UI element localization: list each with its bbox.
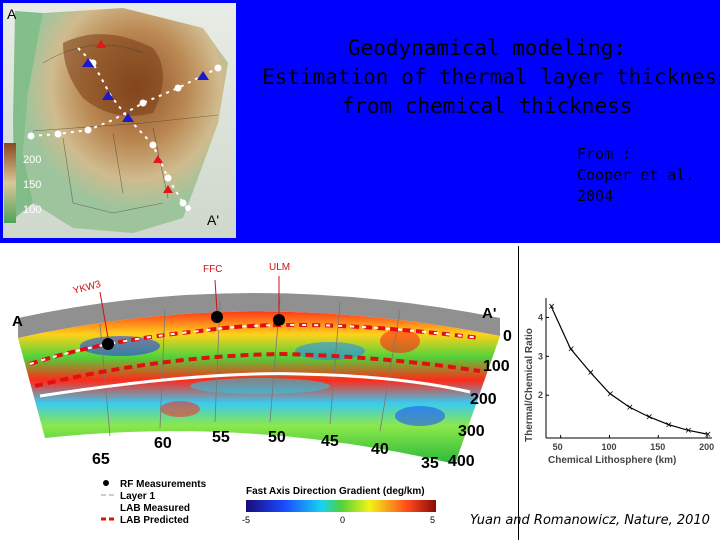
- station-arrows: [99, 276, 280, 339]
- scale-label-200: 200: [23, 154, 41, 166]
- shield-core: [63, 34, 163, 116]
- colorbar-tick-zero: 0: [340, 515, 345, 525]
- scale-label-100: 100: [23, 204, 41, 216]
- crust-layer: [18, 293, 500, 338]
- station-triangles: [82, 40, 209, 193]
- rf-marker-ykw3: [102, 338, 114, 350]
- ratio-plot-ticks: 50 100 150 200 2 3 4: [538, 312, 714, 452]
- cross-section-graphic: YKW3 FFC ULM A A' 0 100 200 300 400 65 6…: [12, 262, 512, 472]
- lab-predicted-lower: [34, 351, 481, 388]
- section-corner-a: A: [12, 313, 23, 330]
- ratio-xtick-label: 50: [553, 442, 563, 452]
- ratio-point: ×: [646, 413, 654, 423]
- reference-note: From : Cooper et al. 2004: [577, 144, 694, 207]
- thickness-scale-bar: [4, 143, 16, 223]
- ratio-point: ×: [587, 368, 595, 378]
- map-corner-a: A: [7, 6, 17, 22]
- map-corner-a-prime: A': [207, 212, 219, 228]
- west-coast-region: [13, 11, 43, 123]
- ratio-ytick-label: 4: [538, 312, 543, 322]
- colorbar-tick-min: -5: [242, 515, 250, 525]
- depth-label-200: 200: [470, 391, 497, 408]
- ratio-point: ×: [626, 403, 634, 413]
- legend-graphic: RF Measurements Layer 1 LAB Measured LAB…: [101, 479, 207, 526]
- profile-dots: [27, 59, 222, 211]
- ratio-xtick-label: 100: [601, 442, 616, 452]
- legend-lab-measured-label: LAB Measured: [120, 503, 190, 514]
- title-line-2: Estimation of thermal layer thickness: [262, 65, 720, 89]
- station-label-ykw3: YKW3: [72, 279, 103, 297]
- colorbar-title: Fast Axis Direction Gradient (deg/km): [246, 486, 425, 497]
- legend-layer1-label: Layer 1: [120, 491, 155, 502]
- reference-line-1: From :: [577, 145, 632, 163]
- colorbar-gradient: [246, 500, 436, 512]
- scale-label-150: 150: [23, 179, 41, 191]
- ratio-point: ×: [665, 420, 673, 430]
- ratio-point: ×: [704, 430, 712, 440]
- depth-label-0: 0: [503, 328, 512, 345]
- title-line-3: from chemical thickness: [341, 94, 633, 118]
- rf-marker-ulm: [273, 314, 285, 326]
- ratio-plot-graphic: 50 100 150 200 2 3 4 × × × × × × × × × Chemical Lithos…: [524, 298, 714, 466]
- depth-label-100: 100: [483, 358, 510, 375]
- depth-label-300: 300: [458, 423, 485, 440]
- lab-predicted-upper: [29, 322, 481, 366]
- lithosphere-thickness-map: 200 150 100 A A': [3, 3, 236, 238]
- reference-line-3: 2004: [577, 187, 614, 205]
- colorbar-graphic: Fast Axis Direction Gradient (deg/km) -5…: [242, 486, 436, 525]
- colorbar: Fast Axis Direction Gradient (deg/km) -5…: [238, 476, 448, 526]
- ratio-plot-xlabel: Chemical Lithosphere (km): [548, 455, 676, 466]
- ratio-ytick-label: 3: [538, 351, 543, 361]
- lon-label-65: 65: [92, 451, 110, 468]
- lon-label-50: 50: [268, 429, 286, 446]
- lon-label-40: 40: [371, 441, 389, 458]
- ratio-plot: 50 100 150 200 2 3 4 × × × × × × × × × Chemical Lithos…: [514, 292, 720, 472]
- ratio-point: ×: [685, 426, 693, 436]
- lon-label-45: 45: [321, 433, 339, 450]
- boundary-lines: [32, 44, 219, 214]
- lon-label-35: 35: [421, 455, 439, 472]
- cross-section-panel: YKW3 FFC ULM A A' 0 100 200 300 400 65 6…: [0, 246, 518, 540]
- title-line-1: Geodynamical modeling:: [347, 36, 627, 60]
- reference-line-2: Cooper et al.: [577, 166, 695, 184]
- legend-rf-symbol: [103, 480, 109, 486]
- ratio-point: ×: [567, 345, 575, 355]
- map-graphic: 200 150 100 A A': [3, 3, 236, 238]
- station-label-ulm: ULM: [269, 262, 290, 273]
- slide-title: Geodynamical modeling: Estimation of the…: [262, 34, 720, 121]
- rf-marker-ffc: [211, 311, 223, 323]
- lon-label-60: 60: [154, 435, 172, 452]
- ratio-curve: [550, 305, 708, 435]
- section-corner-a-prime: A': [482, 305, 496, 322]
- station-label-ffc: FFC: [203, 264, 222, 275]
- ratio-plot-ylabel: Thermal/Chemical Ratio: [524, 328, 535, 442]
- depth-label-400: 400: [448, 453, 475, 470]
- legend-lab-predicted-label: LAB Predicted: [120, 515, 189, 526]
- ratio-xtick-label: 200: [699, 442, 714, 452]
- lon-label-55: 55: [212, 429, 230, 446]
- lab-measured-line: [39, 372, 471, 398]
- colorbar-tick-max: 5: [430, 515, 435, 525]
- figure-citation: Yuan and Romanowicz, Nature, 2010: [470, 513, 710, 528]
- ratio-point: ×: [548, 302, 556, 312]
- ratio-xtick-label: 150: [650, 442, 665, 452]
- legend-rf-label: RF Measurements: [120, 479, 207, 490]
- ratio-point: ×: [606, 389, 614, 399]
- ratio-points: × × × × × × × × ×: [548, 302, 712, 440]
- section-legend: RF Measurements Layer 1 LAB Measured LAB…: [98, 476, 218, 526]
- ratio-plot-frame: [518, 246, 720, 540]
- ratio-ytick-label: 2: [538, 390, 543, 400]
- cordillera-region: [13, 93, 33, 218]
